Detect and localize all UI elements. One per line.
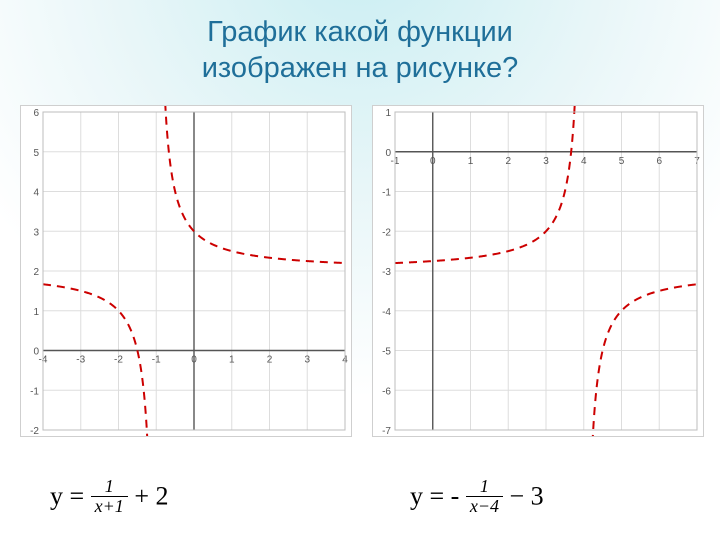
svg-text:-7: -7 bbox=[382, 426, 391, 436]
formula-suffix: + 2 bbox=[134, 482, 168, 511]
svg-text:3: 3 bbox=[543, 156, 549, 167]
charts-row: -2-10123456-4-3-2-101234 -7-6-5-4-3-2-10… bbox=[20, 105, 700, 437]
slide-title: График какой функции изображен на рисунк… bbox=[0, 14, 720, 87]
svg-text:2: 2 bbox=[33, 267, 39, 278]
fraction-icon: 1 x−4 bbox=[466, 477, 503, 516]
chart-right: -7-6-5-4-3-2-101-101234567 bbox=[372, 105, 704, 437]
svg-text:-1: -1 bbox=[382, 188, 391, 199]
svg-text:-3: -3 bbox=[76, 355, 85, 366]
denominator: x−4 bbox=[466, 496, 503, 516]
svg-text:1: 1 bbox=[385, 108, 391, 119]
denominator: x+1 bbox=[91, 496, 128, 516]
chart-left: -2-10123456-4-3-2-101234 bbox=[20, 105, 352, 437]
formula-left: y = 1 x+1 + 2 bbox=[20, 479, 340, 518]
formula-prefix: y = bbox=[50, 482, 91, 511]
svg-text:3: 3 bbox=[304, 355, 310, 366]
formula-prefix: y = - bbox=[410, 482, 466, 511]
svg-text:1: 1 bbox=[468, 156, 474, 167]
svg-text:-2: -2 bbox=[114, 355, 123, 366]
formula-right: y = - 1 x−4 − 3 bbox=[340, 479, 700, 518]
svg-text:1: 1 bbox=[33, 307, 39, 318]
title-line-2: изображен на рисунке? bbox=[202, 52, 519, 84]
svg-text:6: 6 bbox=[656, 156, 662, 167]
svg-text:0: 0 bbox=[191, 355, 197, 366]
svg-text:-1: -1 bbox=[30, 386, 39, 397]
svg-text:-4: -4 bbox=[382, 307, 391, 318]
svg-text:5: 5 bbox=[619, 156, 625, 167]
svg-text:-1: -1 bbox=[152, 355, 161, 366]
numerator: 1 bbox=[91, 477, 128, 496]
svg-text:4: 4 bbox=[581, 156, 587, 167]
svg-text:2: 2 bbox=[267, 355, 273, 366]
svg-text:-2: -2 bbox=[382, 227, 391, 238]
numerator: 1 bbox=[466, 477, 503, 496]
svg-text:-3: -3 bbox=[382, 267, 391, 278]
svg-text:3: 3 bbox=[33, 227, 39, 238]
svg-text:6: 6 bbox=[33, 108, 39, 119]
slide: График какой функции изображен на рисунк… bbox=[0, 0, 720, 540]
svg-text:-2: -2 bbox=[30, 426, 39, 436]
svg-text:0: 0 bbox=[430, 156, 436, 167]
fraction-icon: 1 x+1 bbox=[91, 477, 128, 516]
svg-text:4: 4 bbox=[33, 188, 39, 199]
formula-suffix: − 3 bbox=[509, 482, 543, 511]
svg-text:1: 1 bbox=[229, 355, 235, 366]
title-line-1: График какой функции bbox=[207, 16, 513, 48]
svg-text:-5: -5 bbox=[382, 347, 391, 358]
svg-text:2: 2 bbox=[505, 156, 511, 167]
svg-text:-6: -6 bbox=[382, 386, 391, 397]
svg-text:5: 5 bbox=[33, 148, 39, 159]
formula-row: y = 1 x+1 + 2 y = - 1 x−4 − 3 bbox=[20, 479, 700, 518]
